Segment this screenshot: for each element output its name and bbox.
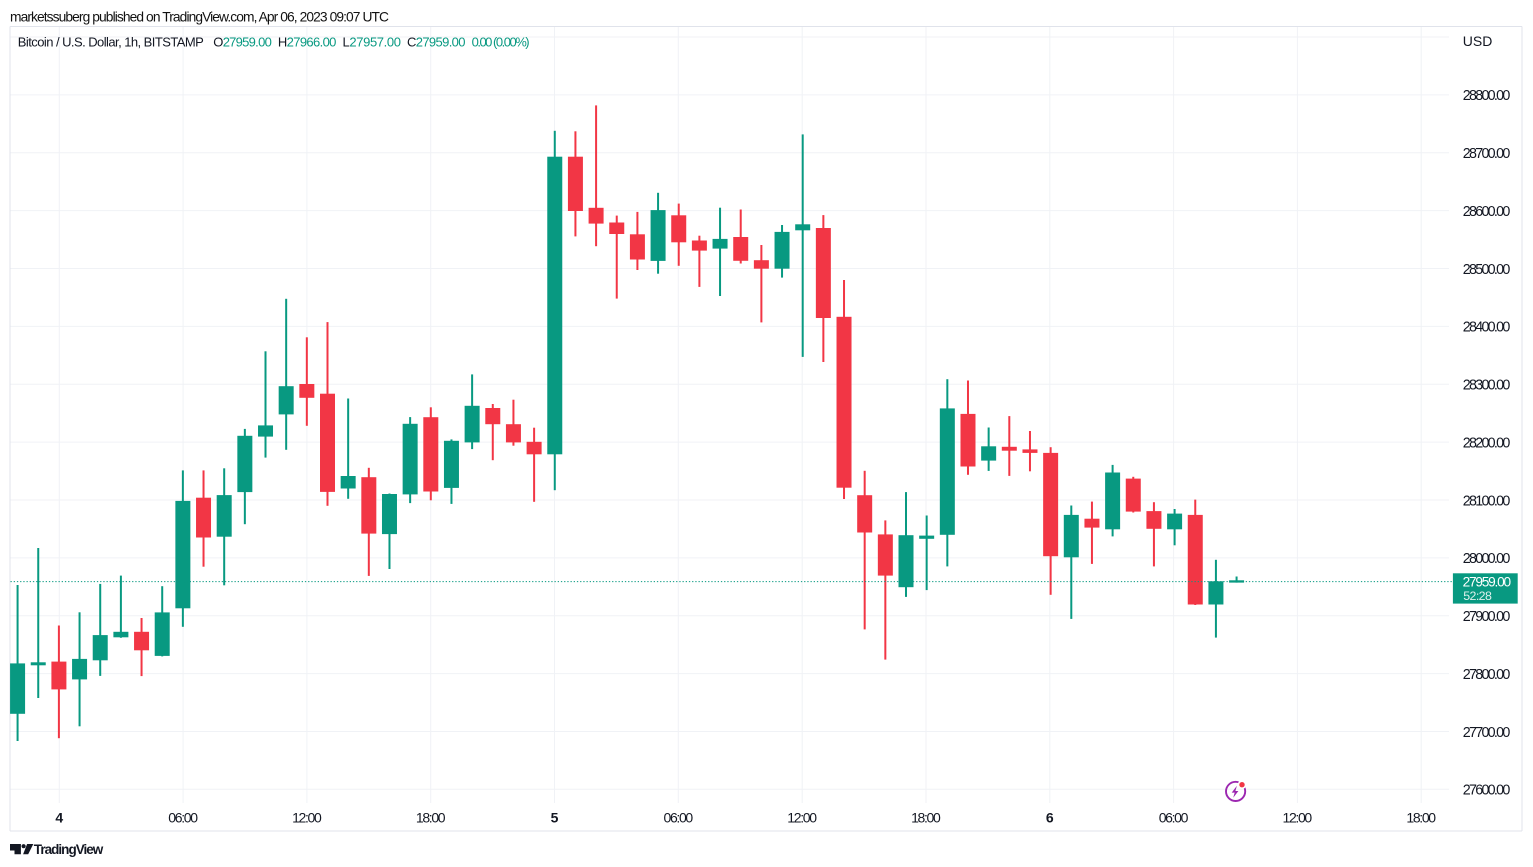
svg-text:06:00: 06:00 xyxy=(664,810,694,826)
svg-text:06:00: 06:00 xyxy=(1159,810,1189,826)
svg-text:6: 6 xyxy=(1046,810,1054,826)
svg-text:12:00: 12:00 xyxy=(292,810,322,826)
svg-text:Bitcoin / U.S. Dollar, 1h, BIT: Bitcoin / U.S. Dollar, 1h, BITSTAMP xyxy=(18,34,204,49)
svg-text:marketssuberg published on Tra: marketssuberg published on TradingView.c… xyxy=(10,10,389,25)
svg-text:O27959.00: O27959.00 xyxy=(213,34,271,49)
svg-text:12:00: 12:00 xyxy=(787,810,817,826)
svg-text:28800.00: 28800.00 xyxy=(1463,88,1511,104)
svg-text:C27959.00: C27959.00 xyxy=(407,34,466,49)
svg-text:28100.00: 28100.00 xyxy=(1463,493,1511,509)
svg-text:USD: USD xyxy=(1463,33,1493,49)
svg-text:4: 4 xyxy=(55,810,63,826)
svg-text:28400.00: 28400.00 xyxy=(1463,320,1511,336)
svg-text:0.00 (0.00%): 0.00 (0.00%) xyxy=(472,34,530,49)
svg-text:52:28: 52:28 xyxy=(1463,589,1492,603)
svg-text:28000.00: 28000.00 xyxy=(1463,551,1511,567)
svg-text:12:00: 12:00 xyxy=(1283,810,1313,826)
svg-text:06:00: 06:00 xyxy=(168,810,198,826)
svg-text:27800.00: 27800.00 xyxy=(1463,667,1511,683)
svg-text:28500.00: 28500.00 xyxy=(1463,262,1511,278)
svg-text:28300.00: 28300.00 xyxy=(1463,378,1511,394)
svg-text:27900.00: 27900.00 xyxy=(1463,609,1511,625)
svg-text:28700.00: 28700.00 xyxy=(1463,146,1511,162)
svg-text:5: 5 xyxy=(551,810,559,826)
svg-text:27700.00: 27700.00 xyxy=(1463,725,1511,741)
svg-text:18:00: 18:00 xyxy=(416,810,446,826)
svg-text:28200.00: 28200.00 xyxy=(1463,435,1511,451)
svg-text:27600.00: 27600.00 xyxy=(1463,783,1511,799)
svg-text:L27957.00: L27957.00 xyxy=(343,34,402,49)
svg-text:18:00: 18:00 xyxy=(1406,810,1436,826)
svg-text:28600.00: 28600.00 xyxy=(1463,204,1511,220)
svg-text:TradingView: TradingView xyxy=(34,842,104,857)
svg-text:H27966.00: H27966.00 xyxy=(278,34,337,49)
svg-text:18:00: 18:00 xyxy=(911,810,941,826)
svg-text:27959.00: 27959.00 xyxy=(1463,575,1512,590)
